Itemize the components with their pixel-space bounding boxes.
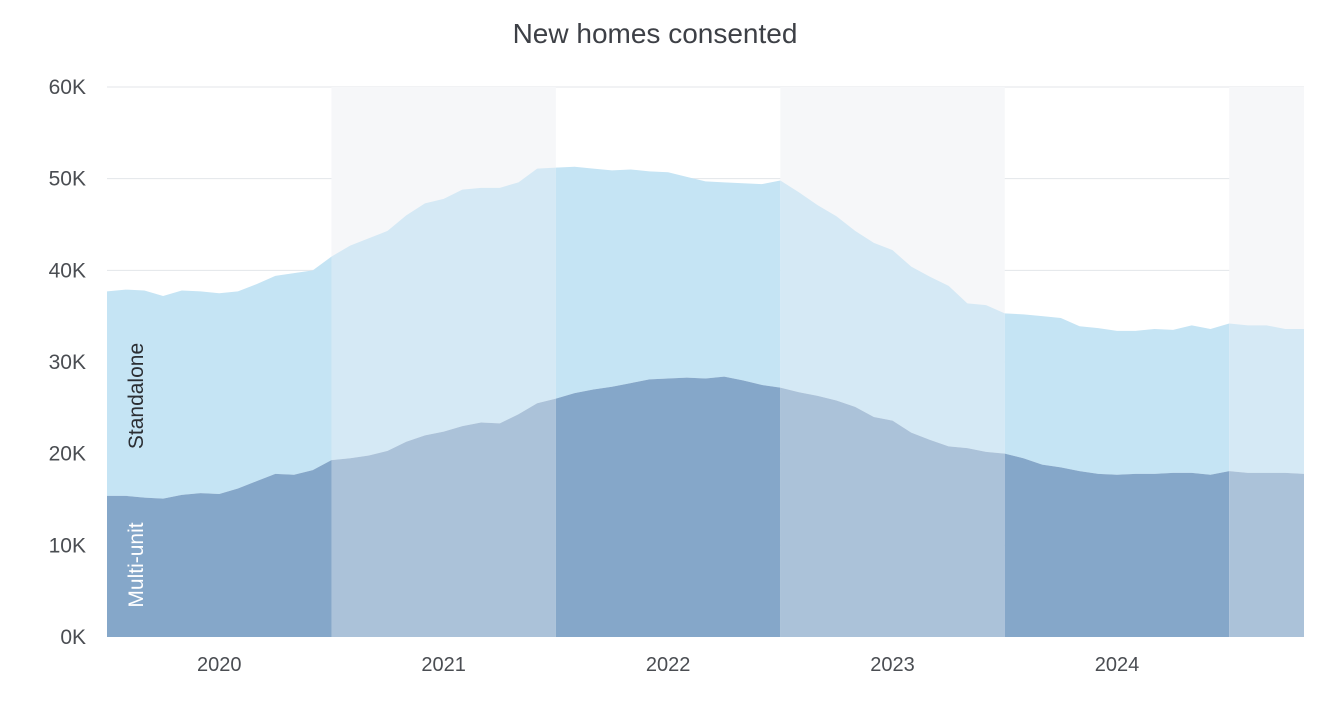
y-tick-label: 0K [60,626,86,649]
multi-unit-area [1229,471,1304,637]
standalone-area [1004,313,1230,475]
area-layer [107,166,1304,637]
x-tick-label: 2022 [646,654,691,676]
chart-title: New homes consented [512,18,798,49]
year-band-areas [555,166,781,637]
x-tick-label: 2024 [1095,654,1140,676]
multi-unit-area [107,460,332,637]
series-label-standalone: Standalone [125,343,148,449]
year-band-areas [780,180,1005,637]
multi-unit-area [1004,453,1230,637]
standalone-area [780,180,1005,454]
y-tick-label: 40K [49,259,86,282]
standalone-area [1229,323,1304,474]
series-label-multi-unit: Multi-unit [125,522,148,607]
x-tick-label: 2020 [197,654,242,676]
multi-unit-area [555,376,781,637]
series-label-layer: Multi-unit Standalone [125,343,148,608]
year-band-areas [1004,313,1230,637]
axis-layer: 0K 10K 20K 30K 40K 50K 60K 2020 2021 2022 2023 2024 [49,76,1140,676]
year-band-areas [107,256,332,637]
year-band-areas [331,167,556,637]
multi-unit-area [780,387,1005,637]
standalone-area [555,166,781,399]
y-tick-label: 20K [49,443,86,466]
x-tick-label: 2021 [421,654,466,676]
standalone-area [331,167,556,461]
year-band-areas [1229,323,1304,637]
y-tick-label: 50K [49,168,86,191]
y-tick-label: 30K [49,351,86,374]
y-tick-label: 60K [49,76,86,99]
multi-unit-area [331,398,556,637]
standalone-area [107,256,332,499]
y-tick-label: 10K [49,534,86,557]
x-tick-label: 2023 [870,654,915,676]
